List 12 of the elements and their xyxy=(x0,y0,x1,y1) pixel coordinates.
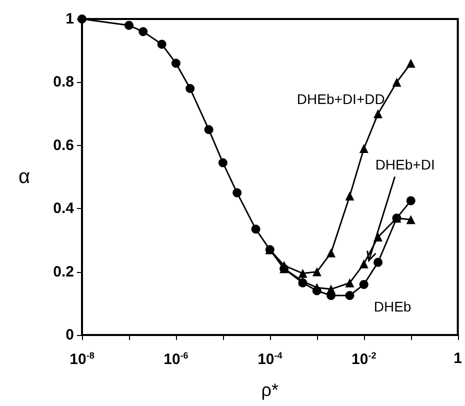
x-tick-label: 1 xyxy=(454,350,462,367)
y-tick-label: 0.8 xyxy=(53,74,74,91)
y-tick-label: 0.2 xyxy=(53,263,74,280)
y-tick-label: 1 xyxy=(66,10,74,28)
text: DHEb+DI xyxy=(375,156,435,173)
y-tick-label: 0.4 xyxy=(53,200,75,218)
y-axis-title: α xyxy=(18,166,30,188)
y-tick-label: 0.6 xyxy=(53,136,74,154)
series-label: DHEb xyxy=(374,298,412,314)
series-label: DHEb+DI+DD xyxy=(296,91,385,108)
x-axis-title: ρ* xyxy=(261,380,279,400)
y-tick-label: 0 xyxy=(66,326,74,344)
